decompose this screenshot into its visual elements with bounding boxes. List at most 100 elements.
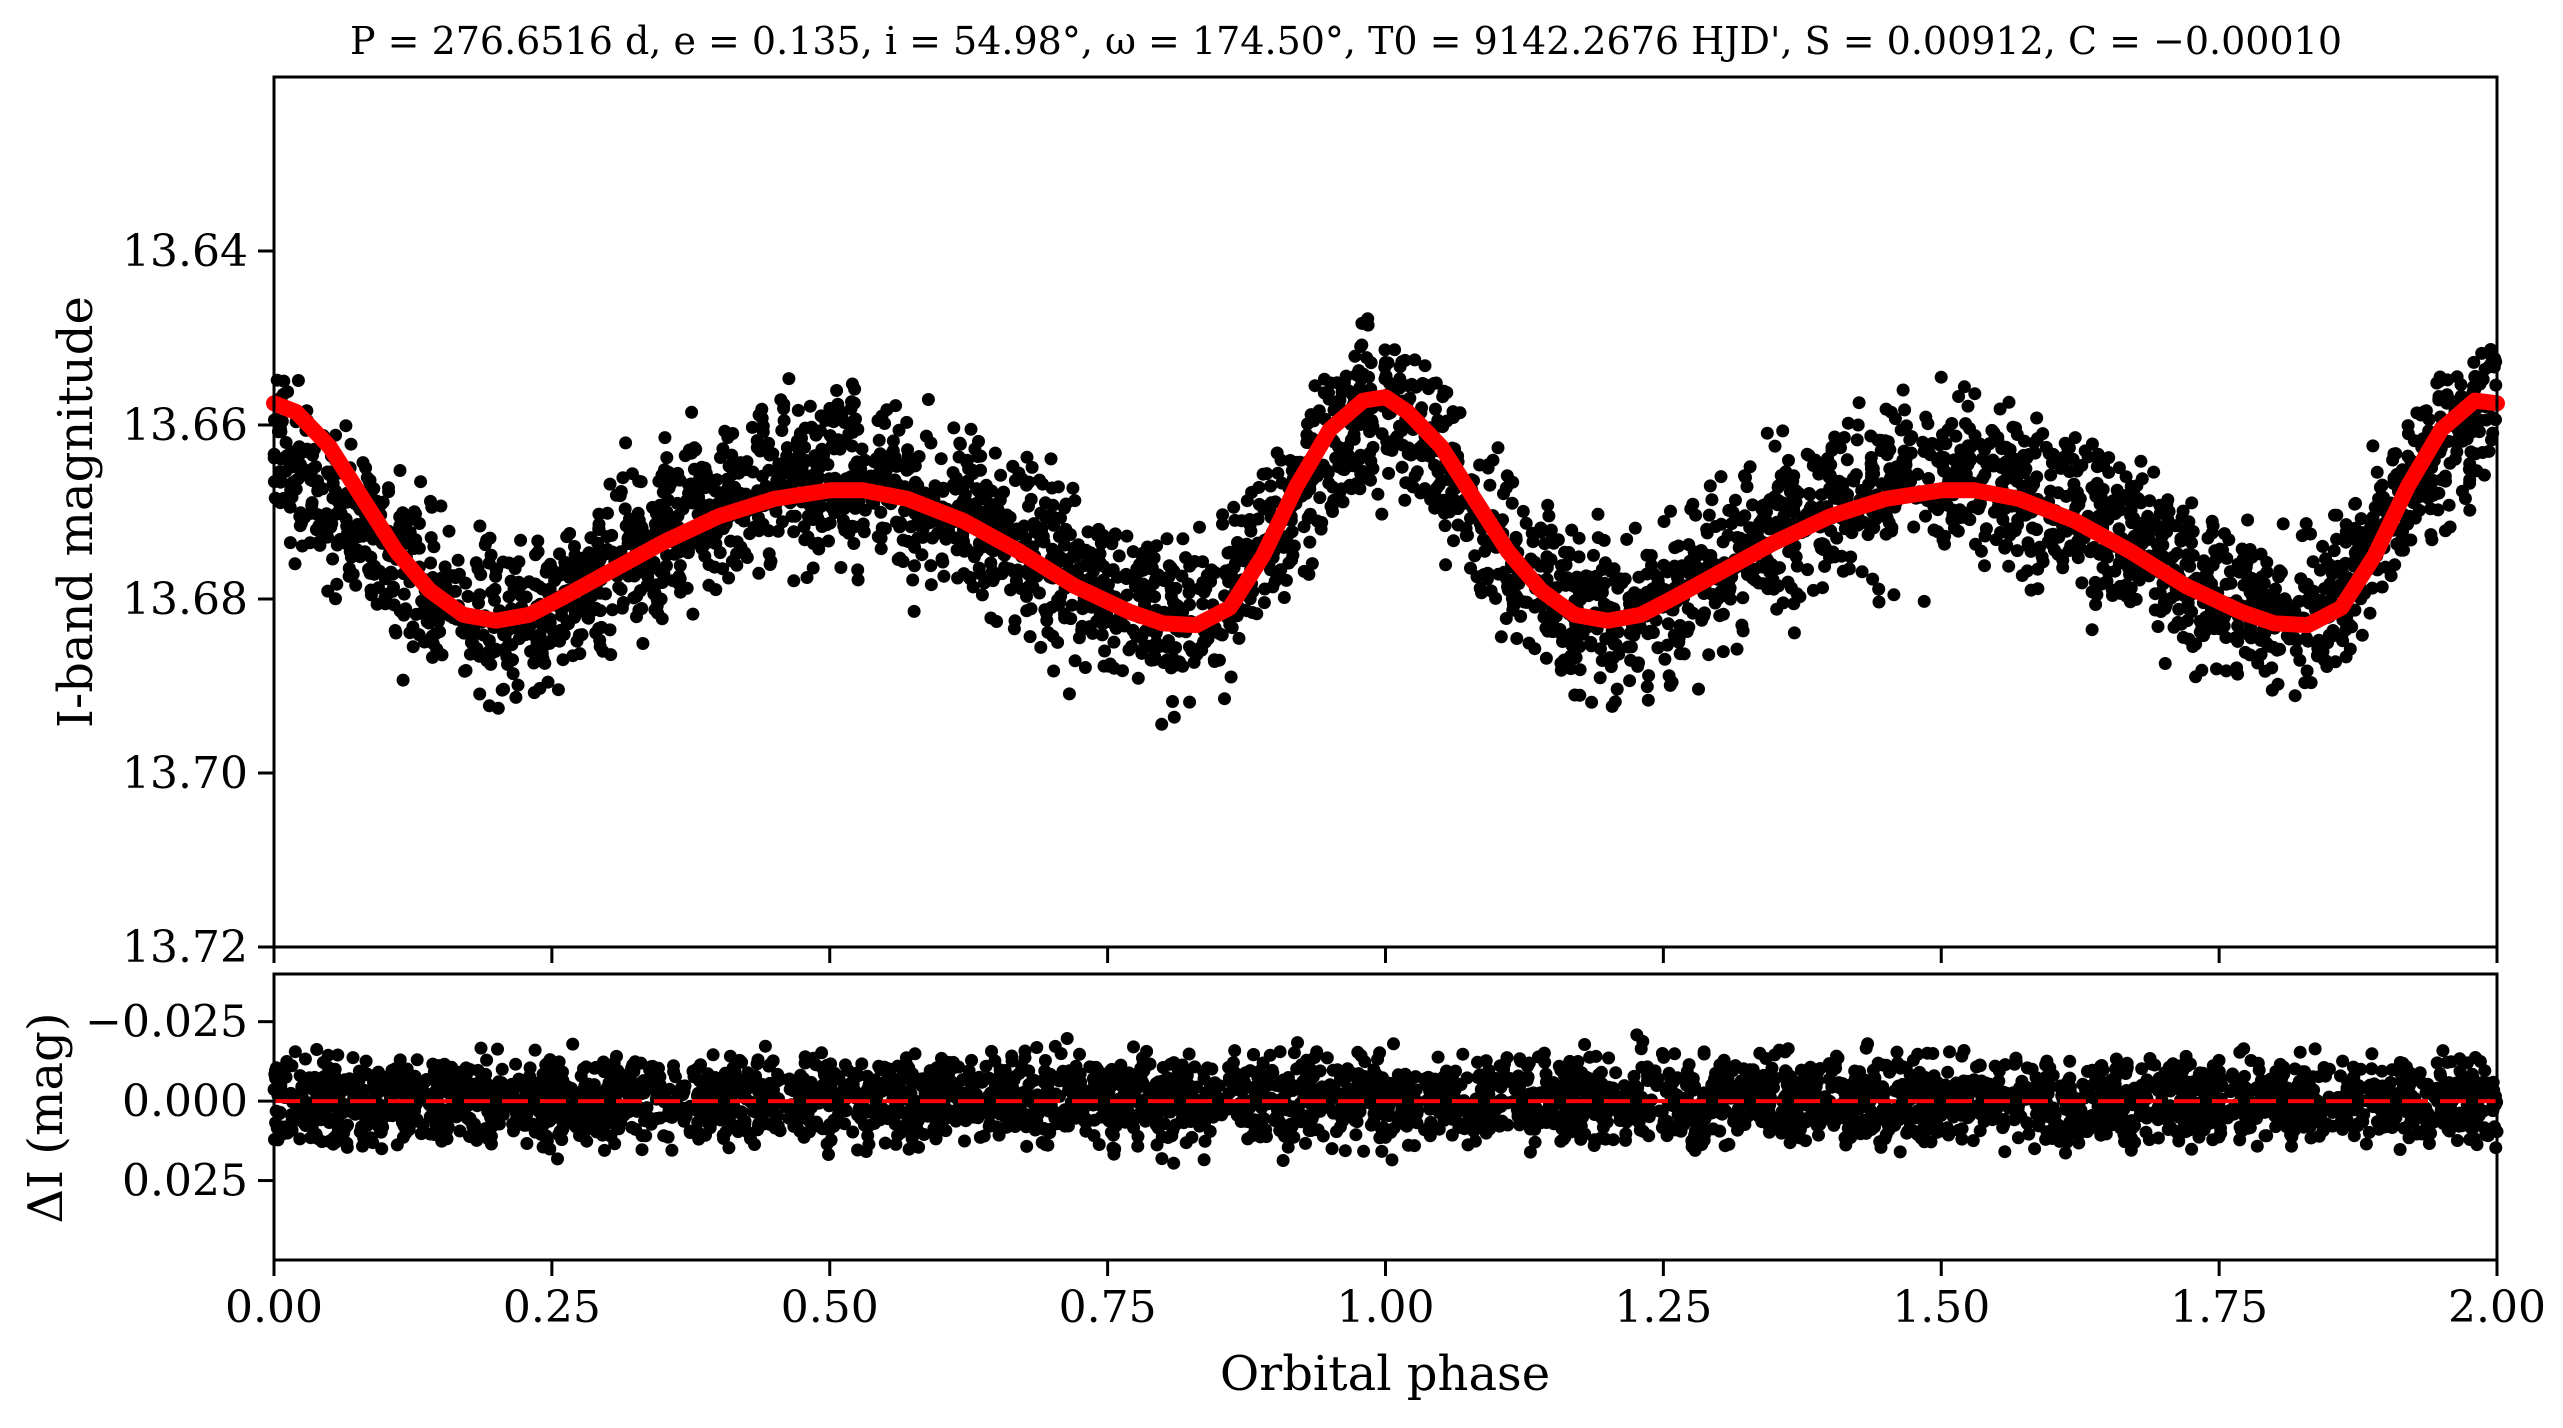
light-curve-point (2330, 532, 2344, 546)
light-curve-point (2062, 544, 2076, 558)
light-curve-point (504, 574, 518, 588)
light-curve-point (916, 530, 930, 544)
light-curve-point (1661, 617, 1675, 631)
light-curve-point (2288, 604, 2302, 618)
light-curve-point (414, 475, 428, 489)
light-curve-point (393, 464, 407, 477)
light-curve-point (1494, 630, 1508, 644)
light-curve-point (1916, 435, 1930, 449)
light-curve-point (2102, 451, 2116, 465)
light-curve-point (615, 601, 629, 615)
light-curve-point (1624, 653, 1638, 667)
light-curve-point (1009, 574, 1023, 588)
light-curve-point (412, 628, 426, 642)
light-curve-point (1776, 424, 1790, 438)
light-curve-point (274, 425, 288, 439)
light-curve-point (1100, 615, 1114, 629)
light-curve-point (541, 675, 555, 689)
light-curve-point (1716, 607, 1730, 621)
light-curve-point (1193, 520, 1206, 534)
light-curve-point (1366, 440, 1380, 454)
light-curve-point (2350, 544, 2363, 558)
light-curve-point (605, 528, 619, 542)
light-curve-point (685, 405, 699, 419)
light-curve-point (1828, 430, 1842, 444)
light-curve-point (1991, 434, 2005, 448)
light-curve-point (2389, 447, 2403, 461)
light-curve-point (1959, 417, 1972, 431)
light-curve-point (1437, 384, 1451, 398)
light-curve-point (320, 507, 333, 521)
light-curve-point (1144, 653, 1158, 667)
light-curve-point (2085, 437, 2099, 451)
light-curve-point (1542, 509, 1556, 523)
light-curve-point (1046, 498, 1060, 512)
light-curve-point (811, 536, 825, 550)
light-curve-point (349, 578, 363, 592)
light-curve-point (2397, 543, 2410, 557)
light-curve-point (309, 523, 323, 537)
light-curve-point (370, 597, 384, 611)
light-curve-point (1305, 557, 1319, 571)
light-curve-point (484, 548, 498, 562)
light-curve-point (2401, 427, 2415, 441)
light-curve-point (2257, 576, 2271, 590)
light-curve-point (1285, 553, 1299, 567)
light-curve-point (2370, 465, 2384, 479)
light-curve-point (957, 544, 971, 558)
light-curve-point (321, 584, 335, 598)
y-tick-label: 13.72 (122, 922, 248, 973)
light-curve-point (572, 628, 586, 642)
light-curve-point (936, 481, 950, 495)
light-curve-point (1264, 479, 1278, 493)
light-curve-point (1919, 410, 1933, 424)
light-curve-point (752, 408, 766, 422)
light-curve-point (1879, 402, 1893, 416)
light-curve-point (985, 564, 999, 578)
light-curve-point (685, 446, 698, 460)
light-curve-point (756, 425, 770, 439)
light-curve-point (2363, 606, 2377, 620)
light-curve-point (1587, 548, 1600, 562)
light-curve-point (1224, 670, 1238, 684)
light-curve-point (1167, 595, 1180, 609)
light-curve-point (947, 421, 961, 435)
light-curve-point (822, 534, 835, 548)
light-curve-point (1714, 585, 1728, 599)
light-curve-point (1692, 682, 1705, 696)
light-curve-point (2288, 689, 2302, 703)
residual-point (288, 1045, 302, 1059)
light-curve-point (1936, 533, 1950, 547)
light-curve-point (1779, 465, 1793, 479)
light-curve-point (333, 533, 347, 547)
light-curve-point (1593, 671, 1607, 685)
light-curve-point (480, 533, 494, 547)
light-curve-point (762, 524, 776, 538)
light-curve-point (1969, 537, 1982, 551)
light-curve-point (1572, 584, 1586, 598)
light-curve-point (604, 648, 618, 662)
light-curve-point (612, 580, 626, 594)
light-curve-point (1830, 531, 1844, 545)
residual-point (1943, 1045, 1956, 1059)
light-curve-point (412, 541, 426, 555)
light-curve-point (1051, 593, 1065, 607)
light-curve-point (1362, 370, 1376, 384)
light-curve-point (730, 558, 744, 572)
light-curve-point (1395, 355, 1409, 369)
light-curve-point (806, 508, 819, 522)
light-curve-point (355, 528, 369, 542)
light-curve-point (1251, 512, 1265, 526)
light-curve-point (937, 569, 951, 583)
residual-point (758, 1039, 772, 1053)
light-curve-point (2091, 447, 2105, 461)
light-curve-point (1393, 372, 1407, 386)
light-curve-point (1738, 469, 1751, 483)
light-curve-point (1427, 377, 1441, 390)
light-curve-point (1888, 466, 1902, 480)
light-curve-point (2273, 564, 2287, 578)
light-curve-point (791, 403, 805, 417)
light-curve-point (1922, 472, 1935, 486)
light-curve-point (1258, 582, 1272, 596)
light-curve-point (531, 545, 545, 559)
